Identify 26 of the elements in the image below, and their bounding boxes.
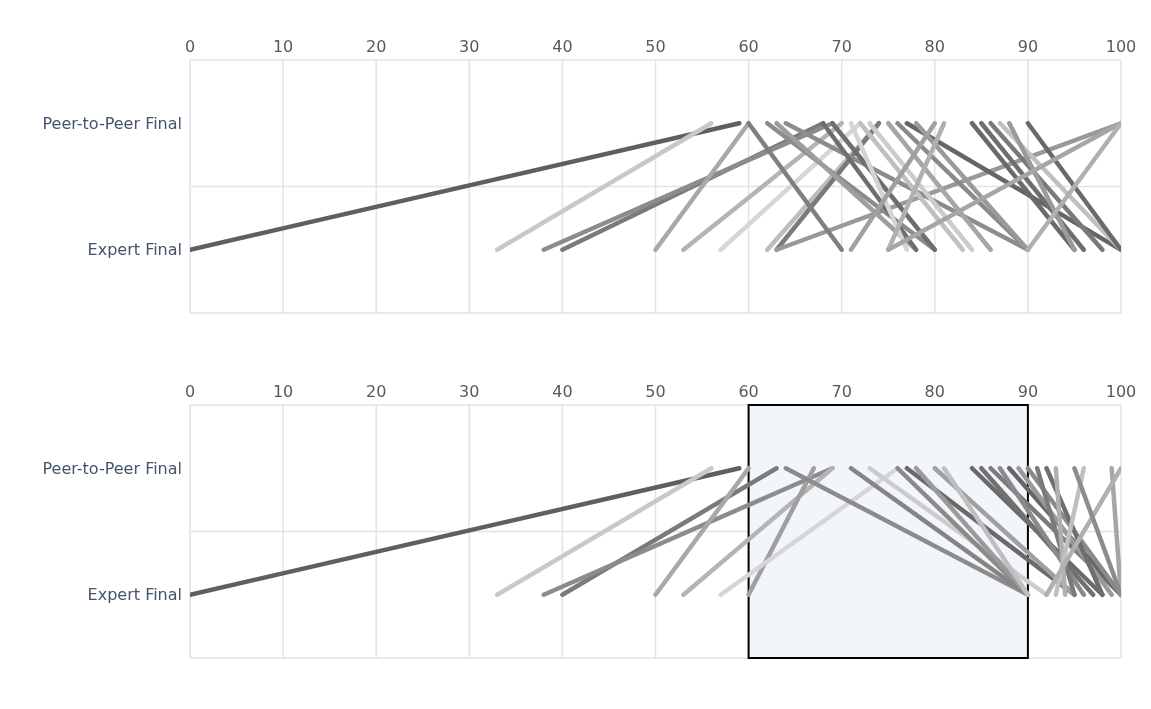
x-tick-label: 80 — [924, 382, 945, 401]
x-tick-label: 80 — [924, 37, 945, 56]
y-tick-label: Expert Final — [87, 240, 182, 260]
x-tick-label: 50 — [645, 37, 666, 56]
x-tick-label: 70 — [831, 382, 852, 401]
x-tick-label: 0 — [184, 382, 196, 401]
x-tick-label: 90 — [1017, 37, 1039, 56]
y-tick-label: Expert Final — [87, 585, 182, 605]
x-tick-label: 60 — [738, 382, 759, 401]
x-tick-label: 10 — [272, 382, 294, 401]
y-tick-label: Peer-to-Peer Final — [42, 458, 182, 478]
x-tick-label: 30 — [459, 37, 480, 56]
x-tick-label: 10 — [272, 37, 294, 56]
x-tick-label: 70 — [831, 37, 852, 56]
x-tick-label: 90 — [1017, 382, 1039, 401]
x-tick-label: 40 — [552, 37, 573, 56]
x-tick-label: 0 — [184, 37, 196, 56]
x-tick-label: 100 — [1105, 382, 1137, 401]
x-tick-label: 50 — [645, 382, 666, 401]
x-tick-label: 100 — [1105, 37, 1137, 56]
x-tick-label: 30 — [459, 382, 480, 401]
x-tick-label: 20 — [366, 37, 387, 56]
x-tick-label: 20 — [366, 382, 387, 401]
x-tick-label: 40 — [552, 382, 573, 401]
y-tick-label: Peer-to-Peer Final — [42, 113, 182, 133]
x-tick-label: 60 — [738, 37, 759, 56]
